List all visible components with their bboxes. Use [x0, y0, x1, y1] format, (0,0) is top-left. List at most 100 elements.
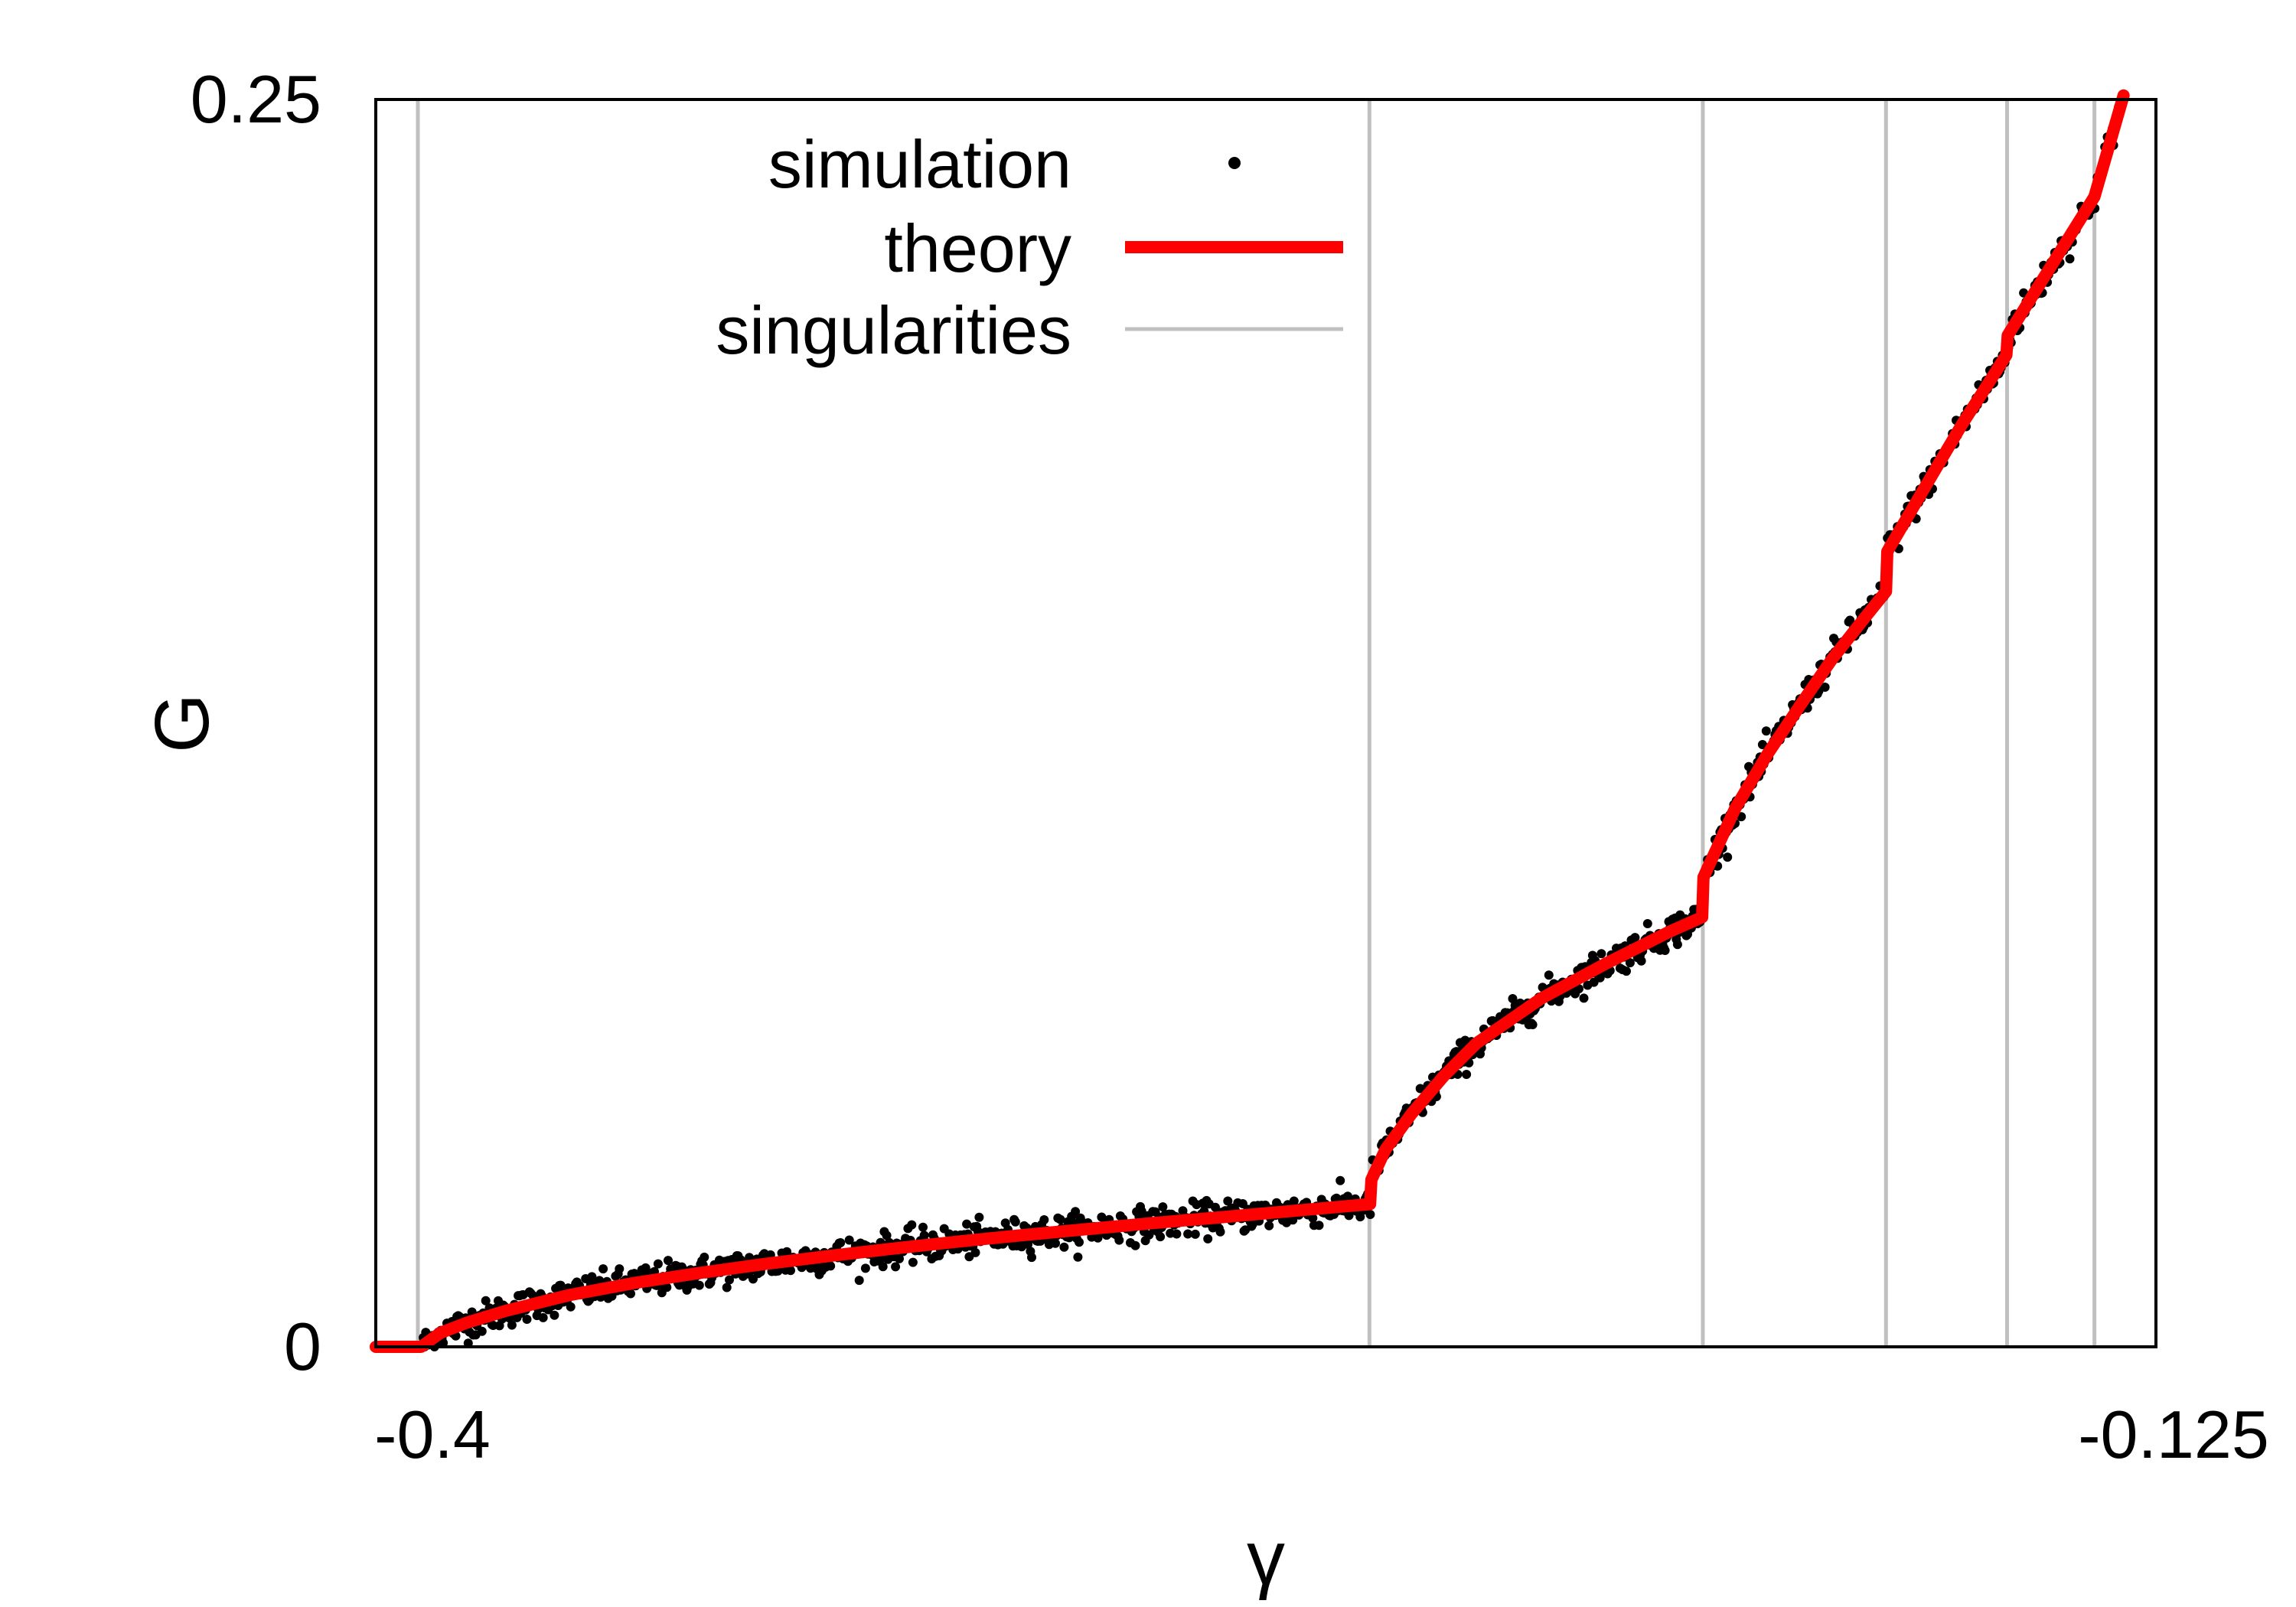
simulation-point — [970, 1247, 980, 1257]
simulation-point — [725, 1275, 734, 1285]
simulation-point — [1579, 993, 1589, 1003]
simulation-point — [1215, 1227, 1225, 1237]
simulation-point — [1073, 1252, 1083, 1262]
simulation-point — [664, 1256, 673, 1266]
y-tick-label-bottom: 0 — [284, 1309, 321, 1384]
x-tick-label-left: -0.4 — [374, 1397, 491, 1472]
simulation-point — [1071, 1207, 1081, 1217]
simulation-point — [907, 1220, 917, 1230]
simulation-point — [826, 1261, 836, 1271]
simulation-point — [908, 1257, 918, 1267]
simulation-point — [1264, 1221, 1274, 1231]
simulation-point — [1332, 1193, 1342, 1203]
simulation-point — [1596, 949, 1606, 959]
simulation-point — [477, 1326, 487, 1336]
x-tick-label-right: -0.125 — [2078, 1397, 2269, 1472]
simulation-point — [1622, 966, 1631, 976]
simulation-point — [1183, 1229, 1193, 1239]
simulation-point — [1051, 1238, 1060, 1248]
simulation-point — [882, 1231, 892, 1240]
simulation-point — [662, 1283, 672, 1292]
simulation-point — [1223, 1196, 1233, 1206]
simulation-point — [860, 1263, 870, 1273]
simulation-point — [2065, 254, 2075, 264]
simulation-point — [626, 1289, 635, 1299]
simulation-point — [1672, 940, 1682, 950]
simulation-point — [895, 1253, 904, 1263]
simulation-point — [1508, 994, 1518, 1003]
simulation-point — [1039, 1215, 1049, 1224]
simulation-point — [1574, 984, 1583, 994]
simulation-point — [550, 1310, 559, 1320]
simulation-point — [1158, 1202, 1168, 1212]
simulation-point — [1355, 1212, 1365, 1222]
simulation-point — [878, 1262, 888, 1272]
simulation-point — [1625, 958, 1635, 968]
simulation-point — [1308, 1213, 1318, 1223]
simulation-point — [1172, 1229, 1182, 1239]
simulation-point — [1075, 1237, 1084, 1247]
simulation-point — [1288, 1215, 1298, 1225]
simulation-point — [782, 1247, 792, 1257]
simulation-point — [507, 1320, 517, 1330]
simulation-point — [974, 1212, 984, 1222]
simulation-point — [615, 1264, 625, 1274]
plot-frame — [374, 98, 2157, 1348]
tick-marks — [374, 98, 2157, 1348]
simulation-point — [1660, 946, 1670, 955]
simulation-point — [566, 1302, 576, 1312]
simulation-point — [1010, 1217, 1020, 1227]
simulation-point — [722, 1283, 732, 1292]
y-axis-label: G — [139, 693, 225, 753]
simulation-point — [1642, 919, 1652, 928]
simulation-point — [1055, 1214, 1065, 1224]
x-axis-label: γ — [1247, 1515, 1285, 1601]
simulation-point — [522, 1315, 532, 1324]
y-tick-label-top: 0.25 — [191, 61, 321, 137]
legend: simulation theory singularities — [716, 126, 1343, 368]
simulation-point — [1130, 1240, 1140, 1250]
simulation-point — [1528, 1020, 1538, 1029]
theory-line — [370, 89, 2130, 1353]
simulation-point — [439, 1338, 448, 1348]
simulation-point — [962, 1219, 972, 1229]
simulation-point — [587, 1272, 597, 1282]
legend-label-theory: theory — [884, 210, 1071, 286]
simulation-point — [1462, 1070, 1472, 1079]
simulation-point — [1343, 1191, 1352, 1201]
simulation-point — [1544, 970, 1554, 980]
simulation-point — [653, 1259, 663, 1269]
simulation-point — [1059, 1242, 1069, 1252]
simulation-point — [786, 1266, 795, 1276]
simulation-point — [1289, 1196, 1299, 1206]
simulation-point — [1636, 956, 1646, 966]
simulation-point — [1203, 1234, 1213, 1244]
simulation-point — [1761, 726, 1771, 736]
simulation-point — [844, 1235, 854, 1245]
simulation-point — [891, 1262, 901, 1272]
simulation-point — [1365, 1210, 1375, 1219]
simulation-point — [694, 1280, 704, 1290]
legend-label-simulation: simulation — [768, 126, 1071, 202]
simulation-point — [538, 1312, 548, 1322]
simulation-point — [1336, 1175, 1345, 1185]
simulation-point — [1723, 852, 1733, 862]
simulation-point — [1820, 683, 1830, 692]
simulation-point — [1845, 615, 1855, 625]
simulation-point — [481, 1296, 491, 1305]
simulation-point — [598, 1264, 608, 1274]
legend-swatch-simulation — [1228, 157, 1241, 169]
simulation-point — [918, 1222, 928, 1232]
simulation-point — [836, 1238, 846, 1247]
simulation-point — [1027, 1253, 1036, 1263]
legend-label-singularities: singularities — [716, 292, 1071, 368]
simulation-point — [1156, 1232, 1166, 1242]
simulation-point — [1114, 1235, 1124, 1245]
simulation-point — [1190, 1229, 1200, 1239]
simulation-point — [1630, 933, 1640, 943]
singularity-lines — [416, 99, 2097, 1347]
simulation-point — [854, 1276, 864, 1286]
simulation-point — [1314, 1221, 1324, 1231]
